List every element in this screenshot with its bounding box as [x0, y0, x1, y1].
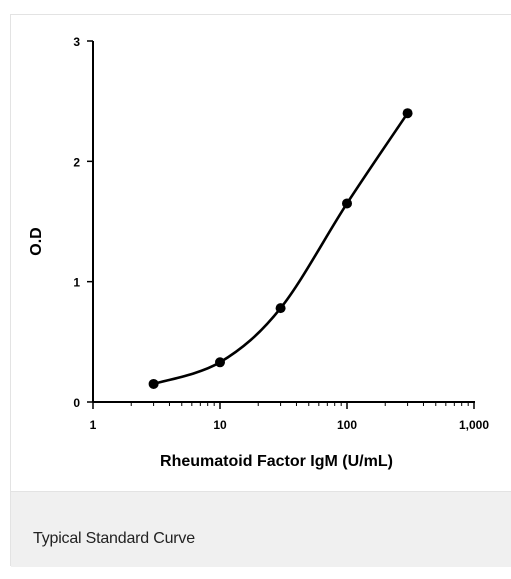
y-tick-label: 0 [73, 396, 80, 410]
y-axis-label: O.D [28, 227, 45, 255]
figure-caption: Typical Standard Curve [33, 530, 195, 547]
standard-curve-line [152, 111, 409, 386]
x-axis-label: Rheumatoid Factor IgM (U/mL) [160, 453, 393, 470]
data-point-marker [148, 378, 159, 389]
data-point-marker [342, 198, 352, 209]
x-tick-label: 10 [213, 418, 227, 432]
x-tick-label: 100 [337, 418, 357, 432]
x-tick-label: 1,000 [459, 418, 489, 432]
data-point-marker [215, 357, 225, 368]
data-point-marker [275, 303, 286, 314]
y-tick-label: 2 [73, 155, 80, 169]
data-point-marker [402, 108, 413, 119]
x-tick-label: 1 [90, 418, 97, 432]
caption-bar: Typical Standard Curve [11, 491, 511, 567]
y-tick-label: 3 [73, 35, 80, 49]
y-tick-label: 1 [73, 276, 80, 290]
figure-card: 0 1 2 3 1 10 100 1,000 Rheumatoid Factor IgM (U/… [10, 14, 511, 567]
